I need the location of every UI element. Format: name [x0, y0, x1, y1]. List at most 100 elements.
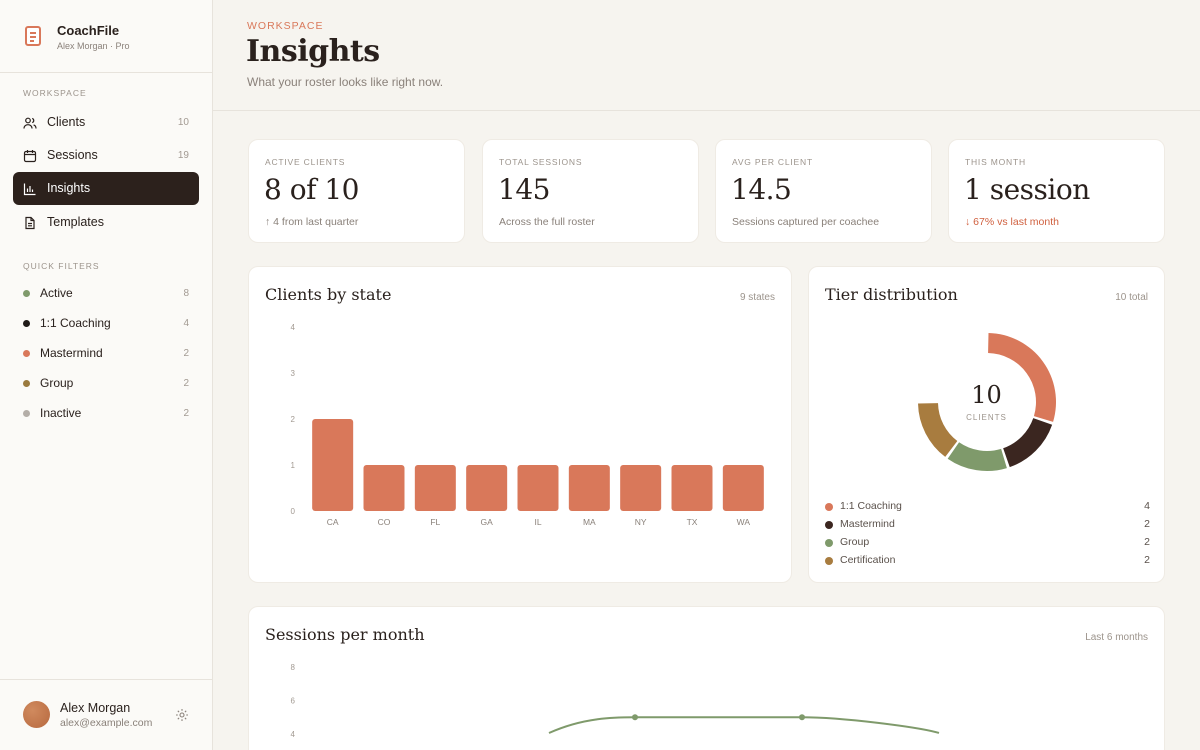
stat-label: TOTAL SESSIONS	[499, 157, 583, 167]
filter-mastermind[interactable]: Mastermind 2	[13, 340, 199, 366]
bar	[363, 465, 405, 511]
bar-chart-icon	[23, 182, 37, 196]
sidebar-item-clients[interactable]: Clients 10	[13, 106, 199, 139]
legend-item: 1:1 Coaching 4	[825, 499, 1150, 515]
status-dot	[23, 290, 30, 297]
page-eyebrow: WORKSPACE	[247, 20, 324, 32]
legend-value: 4	[1144, 500, 1150, 512]
donut-slice	[1003, 418, 1053, 468]
stat-value: 14.5	[731, 173, 792, 206]
stat-card-total-sessions: TOTAL SESSIONS 145 Across the full roste…	[482, 139, 699, 243]
stat-card-avg-per-client: AVG PER CLIENT 14.5 Sessions captured pe…	[715, 139, 932, 243]
notebook-icon	[25, 26, 41, 46]
donut-center-label: CLIENTS	[966, 413, 1007, 422]
y-tick-label: 6	[291, 697, 296, 706]
app-name: CoachFile	[57, 23, 120, 38]
legend-dot	[825, 539, 833, 547]
workspace-section-label: WORKSPACE	[23, 88, 87, 98]
sidebar-item-count: 10	[177, 117, 189, 128]
series-line	[548, 716, 940, 734]
gear-icon[interactable]	[175, 708, 189, 722]
stat-note: Sessions captured per coachee	[732, 216, 880, 228]
card-title: Tier distribution	[825, 285, 958, 304]
card-meta: 9 states	[739, 292, 775, 303]
document-icon	[23, 216, 37, 230]
donut-slice	[947, 442, 1007, 471]
y-tick-label: 8	[291, 663, 296, 672]
data-point	[799, 714, 805, 721]
legend-label: Certification	[840, 554, 896, 566]
y-tick-label: 0	[291, 507, 296, 516]
sidebar-item-label: Clients	[47, 115, 86, 129]
bar	[671, 465, 713, 511]
y-tick-label: 4	[291, 323, 296, 332]
filter-1-1-coaching[interactable]: 1:1 Coaching 4	[13, 310, 199, 336]
legend-value: 2	[1144, 536, 1150, 548]
filter-label: Group	[40, 376, 74, 390]
page-header: WORKSPACE Insights What your roster look…	[213, 0, 1200, 111]
stat-label: AVG PER CLIENT	[732, 157, 813, 167]
status-dot	[23, 320, 30, 327]
sidebar-item-sessions[interactable]: Sessions 19	[13, 139, 199, 172]
quick-filters-label: QUICK FILTERS	[23, 261, 100, 271]
user-profile: Alex Morgan alex@example.com	[0, 679, 212, 750]
filter-label: Active	[40, 286, 73, 300]
filter-active[interactable]: Active 8	[13, 280, 199, 306]
stat-value: 8 of 10	[264, 173, 359, 206]
y-tick-label: 1	[291, 461, 296, 470]
filter-inactive[interactable]: Inactive 2	[13, 400, 199, 426]
legend-dot	[825, 521, 833, 529]
x-tick-label: FL	[430, 517, 440, 527]
x-tick-label: TX	[687, 517, 698, 527]
legend-value: 2	[1144, 518, 1150, 530]
data-point	[632, 714, 638, 721]
bar	[722, 465, 764, 511]
donut-slice	[988, 333, 1056, 422]
clients-by-state-card: 0 1 2 3 4 CA CO FL GA IL MA NY TX WA Clients by state…	[248, 266, 792, 583]
stat-label: ACTIVE CLIENTS	[265, 157, 346, 167]
stat-note: Across the full roster	[499, 216, 595, 228]
filter-count: 8	[183, 288, 189, 299]
legend-item: Mastermind 2	[825, 517, 1150, 533]
bar	[414, 465, 456, 511]
legend-dot	[825, 557, 833, 565]
stat-note: ↓ 67% vs last month	[965, 216, 1059, 228]
page-subtitle: What your roster looks like right now.	[247, 75, 444, 89]
card-title: Clients by state	[265, 285, 392, 304]
status-dot	[23, 410, 30, 417]
sidebar: CoachFile Alex Morgan · Pro WORKSPACE Cl…	[0, 0, 213, 750]
bar	[620, 465, 662, 511]
stat-label: THIS MONTH	[965, 157, 1026, 167]
avatar[interactable]	[23, 701, 50, 728]
legend-value: 2	[1144, 554, 1150, 566]
filter-count: 2	[183, 378, 189, 389]
stat-value: 1 session	[964, 173, 1090, 206]
sidebar-item-label: Templates	[47, 215, 104, 229]
clients-by-state-chart: 0 1 2 3 4 CA CO FL GA IL MA NY TX WA	[291, 323, 764, 527]
user-email: alex@example.com	[60, 717, 153, 729]
legend-label: Group	[840, 536, 870, 548]
filter-label: Mastermind	[40, 346, 103, 360]
x-tick-label: CA	[327, 517, 339, 527]
legend-dot	[825, 503, 833, 511]
filter-group[interactable]: Group 2	[13, 370, 199, 396]
tier-distribution-card: Tier distribution 10 total 10 CLIENTS 1:…	[808, 266, 1165, 583]
stat-card-active-clients: ACTIVE CLIENTS 8 of 10 ↑ 4 from last qua…	[248, 139, 465, 243]
sidebar-item-insights[interactable]: Insights	[13, 172, 199, 205]
sessions-line-chart: 8 6 4	[291, 663, 940, 739]
sidebar-item-templates[interactable]: Templates	[13, 206, 199, 239]
brand: CoachFile Alex Morgan · Pro	[0, 0, 212, 73]
users-icon	[23, 116, 37, 130]
filter-count: 4	[183, 318, 189, 329]
stat-value: 145	[498, 173, 550, 206]
bar	[568, 465, 610, 511]
bar	[312, 419, 354, 511]
legend-label: Mastermind	[840, 518, 895, 530]
filter-count: 2	[183, 348, 189, 359]
y-tick-label: 2	[291, 415, 296, 424]
card-meta: 10 total	[1115, 292, 1148, 303]
app-subtitle: Alex Morgan · Pro	[57, 41, 130, 51]
legend-label: 1:1 Coaching	[840, 500, 902, 512]
y-tick-label: 3	[291, 369, 296, 378]
donut-slice	[918, 403, 958, 457]
